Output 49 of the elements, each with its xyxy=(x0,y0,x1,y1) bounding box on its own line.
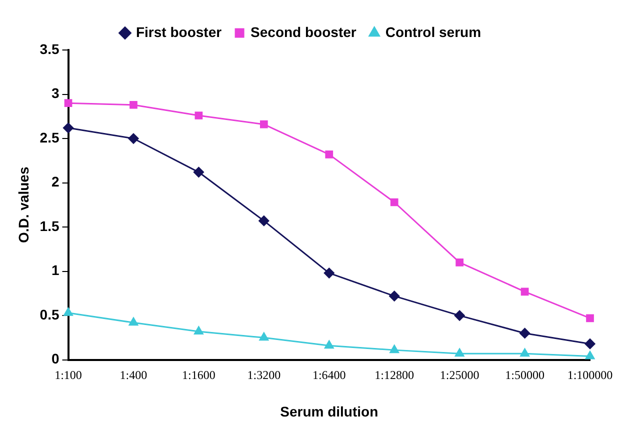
point xyxy=(585,351,595,360)
x-tick-label: 1:100000 xyxy=(567,368,613,382)
point xyxy=(389,290,400,302)
y-tick-label: 0 xyxy=(51,350,60,367)
y-tick-label: 0.5 xyxy=(40,306,60,322)
point xyxy=(325,150,334,158)
point xyxy=(520,348,530,357)
x-tick-label: 1:12800 xyxy=(374,368,414,382)
point xyxy=(260,120,268,128)
point xyxy=(586,314,594,322)
y-tick-label: 1 xyxy=(51,262,60,278)
x-tick-label: 1:3200 xyxy=(247,368,281,382)
x-axis-title: Serum dilution xyxy=(280,403,378,420)
point xyxy=(193,166,204,178)
point xyxy=(258,216,270,226)
x-tick-label: 1:100 xyxy=(54,368,82,382)
point xyxy=(520,288,529,296)
point xyxy=(520,328,530,338)
point xyxy=(454,310,465,321)
y-tick-label: 2.5 xyxy=(40,129,60,146)
point xyxy=(194,326,204,334)
point xyxy=(259,332,269,341)
point xyxy=(130,100,138,109)
y-tick-label: 2 xyxy=(51,174,60,190)
x-tick-label: 1:400 xyxy=(120,368,148,382)
y-axis-title: O.D. values xyxy=(15,166,32,244)
point xyxy=(324,268,334,278)
legend-label: First booster xyxy=(136,24,222,40)
x-tick-label: 1:25000 xyxy=(440,368,480,382)
point xyxy=(64,308,73,316)
point xyxy=(128,133,139,144)
y-tick-label: 3 xyxy=(51,85,60,102)
point xyxy=(194,112,203,120)
point xyxy=(390,198,398,206)
legend-label: Second booster xyxy=(250,24,357,40)
point xyxy=(128,317,138,326)
point xyxy=(584,338,596,350)
x-tick-label: 1:50000 xyxy=(505,368,544,382)
point xyxy=(64,99,72,108)
x-tick-label: 1:1600 xyxy=(182,368,216,382)
point xyxy=(390,344,399,354)
legend-label: Control serum xyxy=(385,24,482,40)
point xyxy=(63,122,74,134)
point xyxy=(324,340,334,349)
y-tick-label: 3.5 xyxy=(40,40,60,57)
x-tick-label: 1:6400 xyxy=(312,368,346,382)
y-tick-label: 1.5 xyxy=(40,218,60,234)
point xyxy=(454,348,464,357)
point xyxy=(456,258,464,266)
